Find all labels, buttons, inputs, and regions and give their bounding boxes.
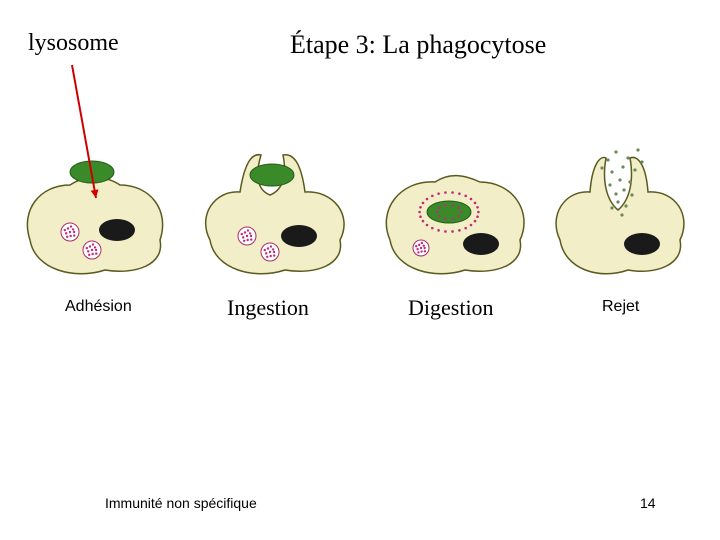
phagocytosis-diagram — [0, 0, 720, 540]
